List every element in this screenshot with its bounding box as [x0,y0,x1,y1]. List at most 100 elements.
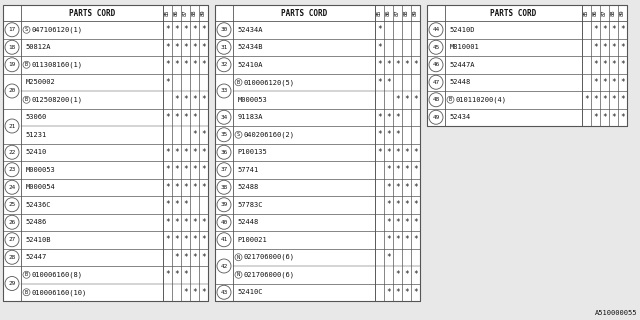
Text: 48: 48 [433,97,440,102]
Text: *: * [593,113,598,122]
Text: 040206160(2): 040206160(2) [243,132,294,138]
Text: *: * [593,60,598,69]
Text: 010110200(4): 010110200(4) [455,97,506,103]
Text: 38: 38 [220,185,228,190]
Text: *: * [192,113,197,122]
Text: *: * [174,183,179,192]
Text: *: * [395,148,400,157]
Text: *: * [413,95,418,104]
Text: 44: 44 [433,27,440,32]
Text: 52434B: 52434B [237,44,263,50]
Text: *: * [386,200,391,209]
Text: 010006160(10): 010006160(10) [31,289,86,295]
Text: 33: 33 [220,89,228,93]
Text: M000053: M000053 [237,97,268,103]
Text: 012508200(1): 012508200(1) [31,97,82,103]
Text: *: * [413,235,418,244]
Text: P100135: P100135 [237,149,268,155]
Text: 52410: 52410 [26,149,47,155]
Text: *: * [183,148,188,157]
Text: 52410D: 52410D [449,27,475,33]
Text: *: * [165,218,170,227]
Text: *: * [602,95,607,104]
Text: A510000055: A510000055 [595,310,637,316]
Text: *: * [165,25,170,34]
Text: *: * [192,253,197,262]
Text: *: * [413,183,418,192]
Text: *: * [174,43,179,52]
Text: 17: 17 [8,27,15,32]
Text: *: * [201,43,206,52]
Text: *: * [395,183,400,192]
Text: *: * [192,183,197,192]
Text: *: * [413,218,418,227]
Text: 21: 21 [8,124,15,129]
Text: *: * [165,78,170,87]
Text: *: * [183,288,188,297]
Text: *: * [183,165,188,174]
Text: 52488: 52488 [237,184,259,190]
Text: 34: 34 [220,115,228,120]
Text: 021706000(6): 021706000(6) [243,254,294,260]
Text: *: * [404,95,409,104]
Text: 52436C: 52436C [26,202,51,208]
Text: *: * [165,43,170,52]
Text: *: * [395,288,400,297]
Text: *: * [611,25,616,34]
Text: *: * [602,78,607,87]
Text: *: * [165,113,170,122]
Text: *: * [201,253,206,262]
Text: *: * [377,43,382,52]
Bar [427,5,627,126]
Text: M000054: M000054 [26,184,55,190]
Text: *: * [183,43,188,52]
Text: PARTS CORD: PARTS CORD [490,9,536,18]
Text: *: * [377,60,382,69]
Text: *: * [165,270,170,279]
Text: *: * [404,165,409,174]
Text: 39: 39 [220,202,228,207]
Text: 57783C: 57783C [237,202,263,208]
Text: *: * [192,60,197,69]
Text: *: * [192,218,197,227]
Text: *: * [602,113,607,122]
Text: 88: 88 [192,10,197,16]
Text: *: * [174,200,179,209]
Bar [215,5,420,301]
Text: *: * [165,60,170,69]
Text: *: * [395,95,400,104]
Text: *: * [620,113,625,122]
Text: 49: 49 [433,115,440,120]
Text: *: * [413,200,418,209]
Text: *: * [593,43,598,52]
Text: PARTS CORD: PARTS CORD [281,9,327,18]
Text: *: * [377,78,382,87]
Text: 86: 86 [386,10,391,16]
Text: *: * [174,113,179,122]
Text: PARTS CORD: PARTS CORD [69,9,115,18]
Text: *: * [386,183,391,192]
Text: 19: 19 [8,62,15,67]
Text: 27: 27 [8,237,15,242]
Text: 52447A: 52447A [449,62,475,68]
Text: B: B [25,62,28,67]
Text: *: * [183,218,188,227]
Text: *: * [183,183,188,192]
Text: *: * [201,95,206,104]
Text: *: * [593,78,598,87]
Text: *: * [201,235,206,244]
Text: B: B [25,290,28,295]
Text: *: * [395,200,400,209]
Text: B: B [237,80,240,85]
Text: 52434: 52434 [449,114,471,120]
Text: 85: 85 [584,10,589,16]
Text: *: * [611,60,616,69]
Text: *: * [404,218,409,227]
Text: *: * [404,183,409,192]
Text: 40: 40 [220,220,228,225]
Text: 25: 25 [8,202,15,207]
Text: *: * [201,148,206,157]
Text: 35: 35 [220,132,228,137]
Text: 50812A: 50812A [26,44,51,50]
Text: 047106120(1): 047106120(1) [31,27,82,33]
